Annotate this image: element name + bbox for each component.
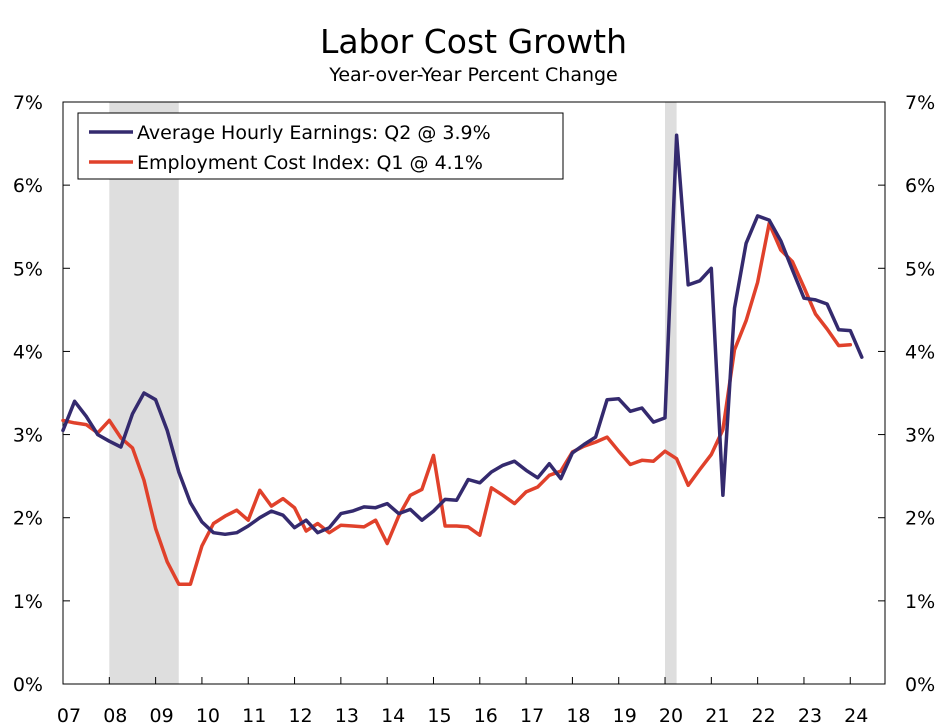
x-tick-label: 21 [705, 705, 729, 727]
y-tick-label-left: 7% [13, 92, 43, 114]
x-tick-label: 08 [103, 705, 127, 727]
legend-box [77, 112, 564, 180]
series-line-average-hourly-earnings [61, 133, 864, 537]
x-tick-label: 22 [752, 705, 776, 727]
plot-area-frame [62, 101, 886, 685]
y-tick-label-right: 1% [905, 591, 935, 613]
x-tick-label: 24 [844, 705, 868, 727]
x-tick-label: 20 [659, 705, 683, 727]
y-tick-label-right: 7% [905, 92, 935, 114]
x-tick-label: 13 [335, 705, 359, 727]
x-tick-label: 09 [150, 705, 174, 727]
x-tick-label: 14 [381, 705, 405, 727]
y-tick-label-left: 1% [13, 591, 43, 613]
y-tick-label-left: 6% [13, 175, 43, 197]
x-tick-label: 17 [520, 705, 544, 727]
x-tick-label: 15 [427, 705, 451, 727]
chart-title: Labor Cost Growth [319, 22, 628, 61]
y-tick-label-left: 4% [13, 341, 43, 363]
series-lines [61, 133, 864, 586]
y-tick-label-right: 3% [905, 425, 935, 447]
y-tick-label-left: 2% [13, 508, 43, 530]
y-tick-label-right: 2% [905, 508, 935, 530]
chart-subtitle: Year-over-Year Percent Change [329, 64, 618, 86]
series-line-employment-cost-index [61, 221, 853, 586]
x-tick-label: 19 [613, 705, 637, 727]
x-tick-label: 23 [798, 705, 822, 727]
legend: Average Hourly Earnings: Q2 @ 3.9% Emplo… [77, 112, 564, 180]
recession-shading [109, 102, 677, 684]
x-tick-label: 16 [474, 705, 498, 727]
y-tick-label-right: 6% [905, 175, 935, 197]
x-tick-label: 07 [57, 705, 81, 727]
y-tick-label-right: 5% [905, 258, 935, 280]
x-tick-label: 12 [288, 705, 312, 727]
x-tick-label: 10 [196, 705, 220, 727]
legend-label-ahe: Average Hourly Earnings: Q2 @ 3.9% [137, 122, 491, 144]
axes: 0% 0% 1% 1% 2% 2% 3% 3% 4% 4% 5% 5% 6% 6% 7% 7% 07 08 09 10… [13, 92, 935, 727]
y-tick-label-right: 4% [905, 341, 935, 363]
y-tick-label-left: 5% [13, 258, 43, 280]
y-tick-label-right: 0% [905, 674, 935, 696]
y-tick-label-left: 3% [13, 425, 43, 447]
x-tick-label: 11 [242, 705, 266, 727]
x-tick-label: 18 [566, 705, 590, 727]
y-tick-label-left: 0% [13, 674, 43, 696]
recession-band-1 [665, 102, 677, 684]
legend-label-eci: Employment Cost Index: Q1 @ 4.1% [137, 152, 483, 174]
